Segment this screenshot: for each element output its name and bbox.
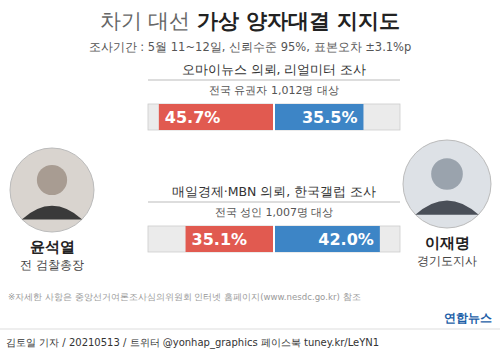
bar [159,104,274,130]
candidate-name: 윤석열 [30,238,75,256]
category-note: 전국 성인 1,007명 대상 [215,206,334,219]
chart: 차기 대선 가상 양자대결 지지도조사기간 : 5월 11~12일, 신뢰수준 … [0,0,500,355]
category-label: 매일경제·MBN 의뢰, 한국갤럽 조사 [172,184,377,199]
bar [274,226,380,252]
portrait [10,148,94,232]
byline: 김토일 기자 / 20210513 / 트위터 @yonhap_graphics… [6,337,379,349]
candidate-role: 경기도지사 [417,254,477,268]
bars [186,226,380,252]
category-label: 오마이뉴스 의뢰, 리얼미터 조사 [182,62,367,77]
title: 차기 대선 가상 양자대결 지지도 [100,9,401,33]
footer-rule [0,329,500,330]
subtitle: 조사기간 : 5월 11~12일, 신뢰수준 95%, 표본오차 ±3.1%p [89,40,412,54]
title-part: 가상 양자대결 지지도 [197,9,401,33]
title-part: 차기 대선 [100,9,197,33]
portrait-head [37,165,67,195]
candidate-role: 전 검찰총장 [20,258,84,272]
bar [186,226,274,252]
logo: 연합뉴스 [444,311,492,325]
data-label: 45.7% [165,108,221,127]
page: 차기 대선 가상 양자대결 지지도조사기간 : 5월 11~12일, 신뢰수준 … [0,0,500,355]
footnote: ※자세한 사항은 중앙선거여론조사심의위원회 인터넷 홈페이지(www.nesd… [8,292,361,302]
candidate-name: 이재명 [425,234,470,252]
center-divider [273,101,275,133]
center-divider [273,223,275,255]
portrait-body [415,200,478,214]
portrait-head [431,158,463,190]
data-label: 35.1% [192,230,248,249]
portrait [403,140,491,228]
separator [148,80,400,81]
portrait-body [22,206,82,220]
category-note: 전국 유권자 1,012명 대상 [209,84,339,97]
separator [148,202,400,203]
bar [274,104,363,130]
data-label: 35.5% [302,108,358,127]
data-label: 42.0% [318,230,374,249]
bars [159,104,364,130]
